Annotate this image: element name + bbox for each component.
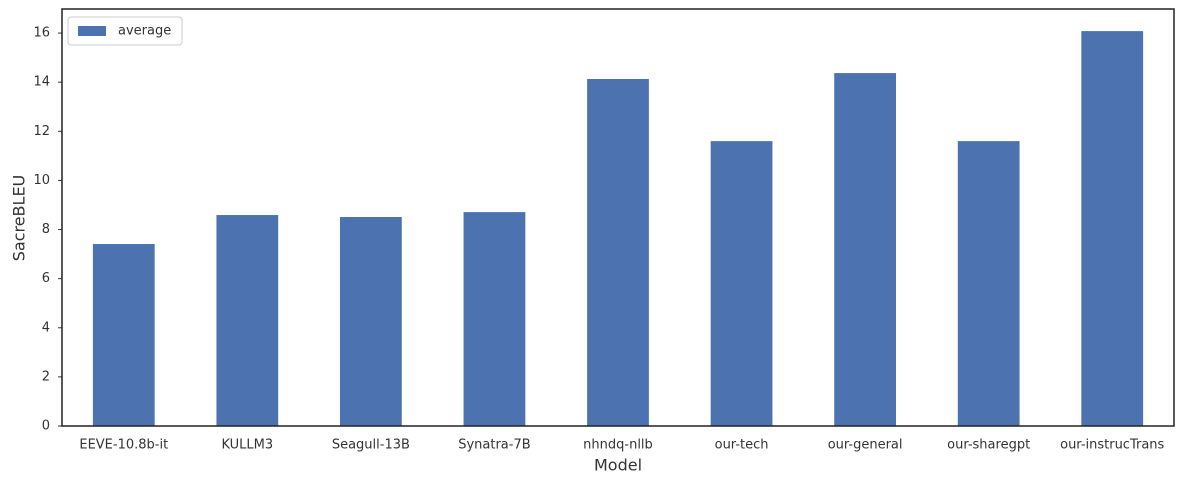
x-tick-label: our-instrucTrans [1060, 438, 1164, 453]
y-tick-label: 2 [42, 369, 50, 384]
x-tick-label: our-general [828, 438, 903, 453]
y-axis-label: SacreBLEU [10, 175, 29, 262]
bar [834, 73, 896, 427]
y-tick-label: 0 [42, 419, 50, 434]
x-tick-label: our-sharegpt [947, 438, 1030, 453]
y-tick-label: 6 [42, 271, 50, 286]
y-tick-label: 4 [42, 320, 50, 335]
x-tick-label: our-tech [715, 438, 769, 453]
y-tick-label: 16 [33, 26, 50, 41]
bar [340, 217, 402, 426]
plot-frame [61, 8, 1175, 427]
y-tick-label: 14 [33, 75, 50, 90]
x-tick-label: Seagull-13B [332, 438, 410, 453]
legend: average [67, 16, 183, 46]
bar [710, 141, 773, 427]
bar [463, 212, 526, 426]
y-tick-label: 12 [33, 124, 50, 139]
bar [216, 215, 279, 426]
bar [587, 78, 649, 427]
y-tick-label: 10 [33, 173, 50, 188]
x-axis-label: Model [594, 456, 642, 475]
bar [92, 244, 155, 426]
legend-swatch [78, 26, 106, 36]
x-tick-label: KULLM3 [221, 438, 273, 453]
x-tick-label: nhndq-nllb [583, 438, 653, 453]
legend-label: average [118, 24, 171, 39]
x-tick-label: Synatra-7B [458, 438, 530, 453]
bar [957, 141, 1020, 427]
y-tick-label: 8 [42, 222, 50, 237]
x-tick-label: EEVE-10.8b-it [79, 438, 168, 453]
legend-box [67, 16, 183, 46]
bar [1081, 31, 1144, 426]
